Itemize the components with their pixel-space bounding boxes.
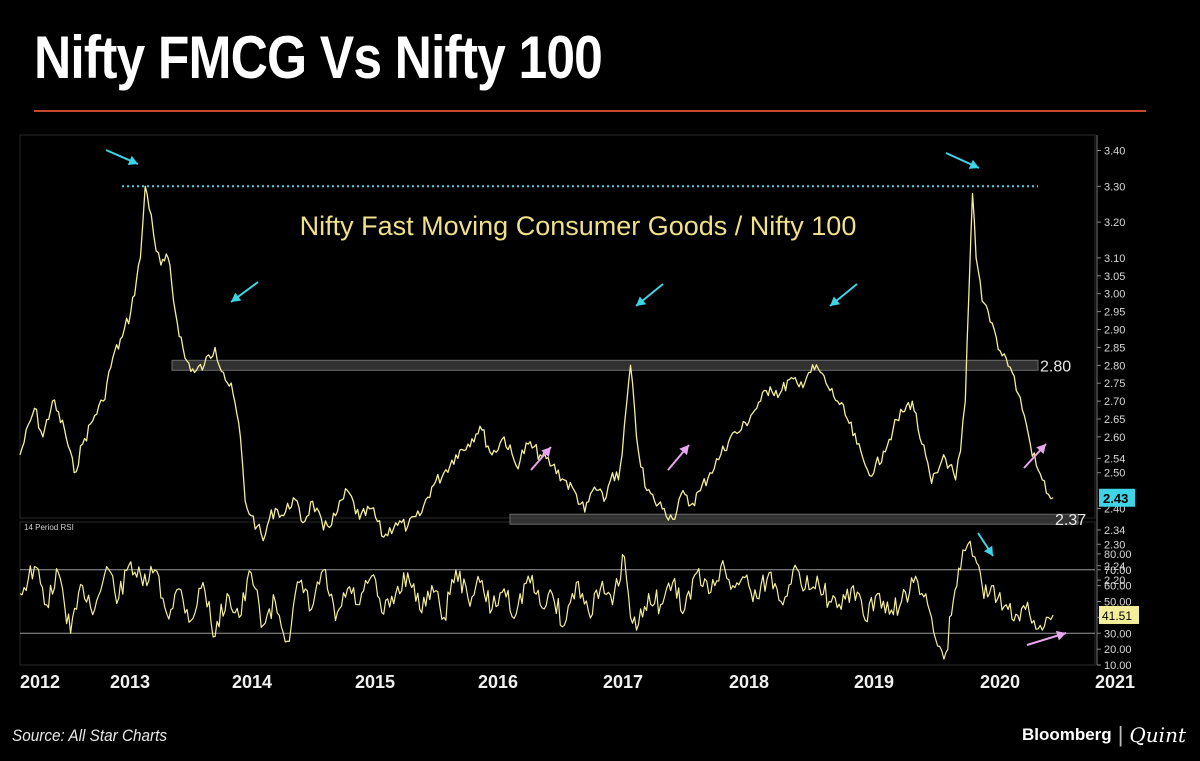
brand-bloomberg: Bloomberg bbox=[1021, 725, 1112, 744]
y-tick-label: 2.90 bbox=[1104, 325, 1125, 337]
y-tick-label: 2.24 bbox=[1104, 561, 1125, 573]
pink-arrow-head bbox=[1036, 444, 1046, 455]
last-value-text: 2.43 bbox=[1103, 491, 1128, 506]
y-tick-label: 2.85 bbox=[1104, 342, 1125, 354]
y-tick-label: 2.50 bbox=[1104, 468, 1125, 480]
rsi-y-axis: 80.0070.0060.0050.0040.0030.0020.0010.00… bbox=[1097, 549, 1139, 672]
y-tick-label: 2.30 bbox=[1104, 539, 1125, 551]
pink-arrow-head bbox=[1055, 630, 1066, 641]
rsi-guides bbox=[20, 569, 1095, 634]
source-note: Source: All Star Charts bbox=[12, 726, 168, 745]
x-tick-label: 2019 bbox=[854, 672, 894, 692]
annotation-arrows bbox=[105, 149, 1067, 646]
x-axis: 2012 2013 2014 2015 2016 2017 2018 2019 2020 2021 bbox=[20, 672, 1135, 692]
x-tick-label: 2014 bbox=[232, 672, 272, 692]
top-panel-frame bbox=[19, 134, 1096, 519]
ratio-series-layer bbox=[19, 185, 1054, 542]
cyan-arrow-head bbox=[830, 296, 841, 306]
page-title: Nifty FMCG Vs Nifty 100 bbox=[34, 24, 603, 91]
pink-arrow-head bbox=[541, 447, 551, 458]
rsi-panel-title: 14 Period RSI bbox=[24, 523, 74, 532]
x-tick-label: 2013 bbox=[110, 672, 150, 692]
y-tick-label: 3.00 bbox=[1104, 289, 1125, 301]
x-tick-label: 2018 bbox=[729, 672, 769, 692]
y-tick-label: 2.80 bbox=[1104, 360, 1125, 372]
y-tick-label: 3.05 bbox=[1104, 271, 1125, 283]
y-tick-label: 2.20 bbox=[1104, 575, 1125, 587]
y-tick-label: 2.54 bbox=[1104, 453, 1125, 465]
cyan-arrow-head bbox=[231, 292, 242, 302]
cyan-arrow-head bbox=[968, 159, 979, 169]
cyan-arrow-head bbox=[983, 545, 993, 556]
x-tick-label: 2015 bbox=[355, 672, 395, 692]
y-tick-label: 2.70 bbox=[1104, 396, 1125, 408]
pink-arrow-head bbox=[679, 445, 689, 456]
rsi-y-tick-label: 20.00 bbox=[1104, 644, 1132, 656]
level-label: 2.80 bbox=[1040, 358, 1071, 375]
y-tick-label: 2.60 bbox=[1104, 432, 1125, 444]
cyan-arrow-head bbox=[636, 296, 647, 306]
x-tick-label: 2016 bbox=[478, 672, 518, 692]
level-label: 2.37 bbox=[1055, 512, 1086, 529]
rsi-y-tick-label: 80.00 bbox=[1104, 549, 1132, 561]
brand-separator: | bbox=[1117, 722, 1124, 747]
rsi-y-tick-label: 70.00 bbox=[1104, 565, 1132, 577]
x-tick-label: 2012 bbox=[20, 672, 60, 692]
level-band bbox=[509, 513, 1079, 525]
rsi-series-line bbox=[19, 540, 1054, 660]
rsi-y-tick-label: 30.00 bbox=[1104, 628, 1132, 640]
y-tick-label: 3.40 bbox=[1104, 146, 1125, 158]
level-band bbox=[171, 359, 1039, 371]
top-y-axis: 3.40 3.30 3.20 3.10 3.05 3.00 2.95 2.90 2.85 2.80… bbox=[1097, 146, 1135, 587]
x-tick-label: 2021 bbox=[1095, 672, 1135, 692]
rsi-y-tick-label: 10.00 bbox=[1104, 660, 1132, 672]
brand-quint: Quint bbox=[1129, 723, 1186, 747]
rsi-y-tick-label: 60.00 bbox=[1104, 581, 1132, 593]
x-tick-label: 2020 bbox=[980, 672, 1020, 692]
chart-title: Nifty Fast Moving Consumer Goods / Nifty… bbox=[300, 211, 857, 241]
rsi-series-layer bbox=[19, 540, 1054, 660]
rsi-last-value-text: 41.51 bbox=[1102, 609, 1132, 623]
brand-mark: Bloomberg | Quint bbox=[1022, 722, 1186, 748]
ratio-series-line bbox=[19, 185, 1054, 542]
rsi-y-tick-label: 50.00 bbox=[1104, 597, 1132, 609]
y-tick-label: 3.10 bbox=[1104, 253, 1125, 265]
top-panel-guides: 2.80 2.37 bbox=[122, 185, 1086, 529]
y-tick-label: 2.75 bbox=[1104, 378, 1125, 390]
y-tick-label: 2.65 bbox=[1104, 414, 1125, 426]
rsi-last-value-tag bbox=[1099, 605, 1139, 624]
y-tick-label: 3.20 bbox=[1104, 217, 1125, 229]
title-divider bbox=[34, 110, 1146, 112]
cyan-arrow-head bbox=[127, 155, 138, 165]
x-tick-label: 2017 bbox=[603, 672, 643, 692]
last-value-tag bbox=[1099, 488, 1135, 507]
y-tick-label: 2.34 bbox=[1104, 525, 1125, 537]
y-tick-label: 3.30 bbox=[1104, 181, 1125, 193]
y-tick-label: 2.95 bbox=[1104, 307, 1125, 319]
